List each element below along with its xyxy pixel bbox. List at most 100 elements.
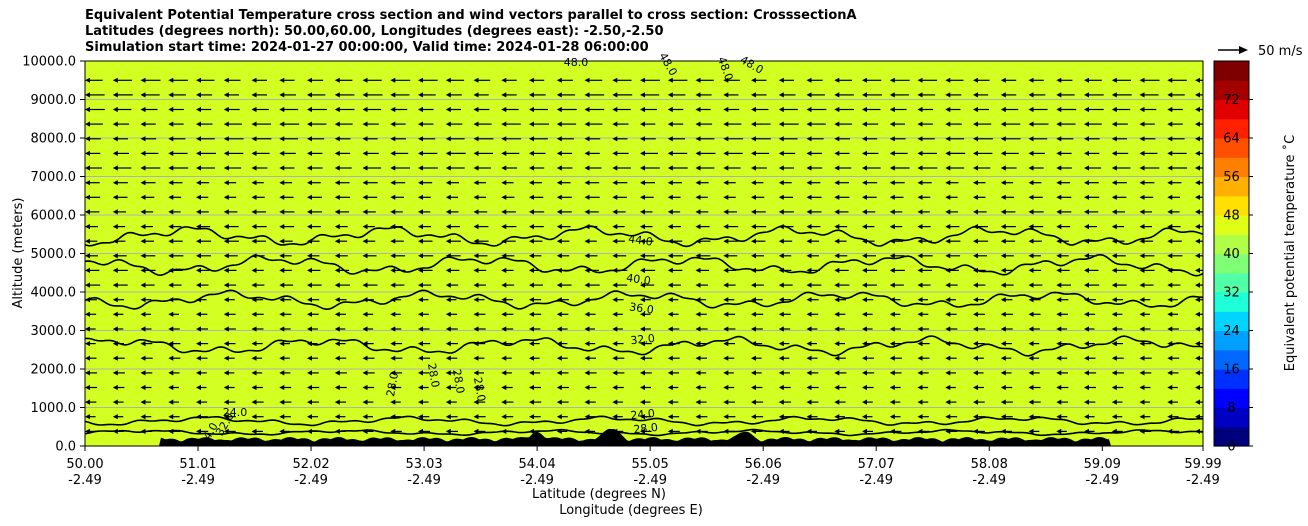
wind-vector-head <box>584 238 590 244</box>
wind-vector-head <box>501 428 507 434</box>
wind-vector-head <box>945 92 951 98</box>
wind-vector-head <box>168 209 174 215</box>
wind-vector-head <box>445 297 451 303</box>
wind-vector-head <box>85 297 90 303</box>
wind-vector-head <box>640 370 645 376</box>
wind-vector-head <box>1056 297 1062 303</box>
wind-vector-head <box>529 326 534 332</box>
wind-vector-head <box>834 414 840 420</box>
wind-vector-head <box>473 136 479 142</box>
wind-vector-head <box>334 428 340 434</box>
wind-vector-head <box>140 311 146 317</box>
wind-vector-head <box>279 136 285 142</box>
wind-vector-head <box>945 384 951 391</box>
wind-vector-head <box>85 92 90 98</box>
wind-vector-head <box>307 209 312 215</box>
colorbar-segment <box>1214 436 1249 447</box>
wind-vector-head <box>612 341 618 347</box>
wind-vector-head <box>85 224 90 230</box>
wind-vector-head <box>1139 311 1145 317</box>
wind-vector-head <box>1195 414 1200 420</box>
wind-vector-head <box>778 267 784 273</box>
colorbar-segment <box>1214 272 1249 283</box>
wind-vector-head <box>196 297 201 303</box>
wind-vector-head <box>362 180 368 186</box>
wind-vector-head <box>862 165 867 171</box>
wind-vector-head <box>917 77 923 83</box>
wind-vector-head <box>307 341 312 347</box>
wind-vector-head <box>112 106 118 113</box>
wind-vector-head <box>640 92 645 98</box>
wind-vector-head <box>612 92 618 98</box>
wind-vector-head <box>862 370 867 376</box>
wind-vector-head <box>612 194 618 200</box>
wind-vector-head <box>556 136 562 142</box>
wind-vector-head <box>223 282 229 288</box>
wind-vector-head <box>334 121 340 127</box>
wind-vector-head <box>529 77 534 83</box>
wind-vector-head <box>251 297 257 303</box>
colorbar-segment <box>1214 224 1249 235</box>
wind-vector-head <box>1111 77 1117 83</box>
x-tick-label-lat: 59.99 <box>1184 457 1221 472</box>
colorbar-segment <box>1214 311 1249 322</box>
wind-vector-head <box>584 253 590 259</box>
wind-vector-head <box>501 209 507 215</box>
wind-vector-head <box>1056 106 1062 113</box>
wind-vector-head <box>1000 384 1006 391</box>
y-tick-label: 6000.0 <box>31 209 77 224</box>
wind-vector-head <box>723 106 729 113</box>
wind-vector-head <box>1084 341 1089 347</box>
colorbar-segment <box>1214 282 1249 293</box>
wind-vector-head <box>1111 355 1117 361</box>
wind-vector-head <box>973 297 978 303</box>
wind-vector-head <box>529 428 534 434</box>
wind-vector-head <box>1195 297 1200 303</box>
x-tick-label-lat: 50.00 <box>66 457 103 472</box>
wind-vector-head <box>251 311 257 317</box>
wind-vector-head <box>778 150 784 156</box>
wind-vector-head <box>584 136 590 142</box>
wind-vector-head <box>85 341 90 347</box>
wind-vector-head <box>1056 253 1062 259</box>
wind-vector-head <box>1056 238 1062 244</box>
wind-vector-head <box>168 136 174 142</box>
wind-vector-head <box>834 282 840 288</box>
wind-vector-head <box>196 428 201 434</box>
wind-vector-head <box>445 150 451 156</box>
wind-vector-head <box>695 267 701 273</box>
wind-vector-head <box>806 165 812 171</box>
wind-vector-head <box>223 326 229 332</box>
wind-vector-head <box>1139 428 1145 434</box>
wind-vector-head <box>140 399 146 405</box>
wind-vector-head <box>307 136 312 142</box>
wind-vector-head <box>1139 297 1145 303</box>
wind-vector-head <box>1167 428 1173 434</box>
wind-vector-head <box>945 150 951 156</box>
wind-vector-head <box>140 297 146 303</box>
wind-vector-head <box>279 77 285 83</box>
wind-vector-head <box>529 384 534 391</box>
wind-vector-head <box>251 370 257 376</box>
wind-vector-head <box>251 165 257 171</box>
contour-line-40 <box>85 253 1203 277</box>
wind-vector-head <box>723 326 729 332</box>
wind-vector-head <box>889 311 895 317</box>
wind-vector-head <box>196 282 201 288</box>
wind-vector-head <box>501 282 507 288</box>
wind-vector-head <box>806 267 812 273</box>
wind-vector-head <box>418 399 423 405</box>
wind-vector-head <box>473 355 479 361</box>
wind-vector-head <box>279 384 285 391</box>
wind-vector-head <box>1084 311 1089 317</box>
y-tick-label: 9000.0 <box>31 93 77 108</box>
wind-vector-head <box>945 355 951 361</box>
contour-label: 28.0 <box>471 376 488 402</box>
wind-vector-head <box>806 428 812 434</box>
wind-vector-head <box>1167 136 1173 142</box>
wind-vector-head <box>501 180 507 186</box>
wind-vector-head <box>751 136 756 142</box>
wind-vector-head <box>640 355 645 361</box>
wind-vector-head <box>917 282 923 288</box>
